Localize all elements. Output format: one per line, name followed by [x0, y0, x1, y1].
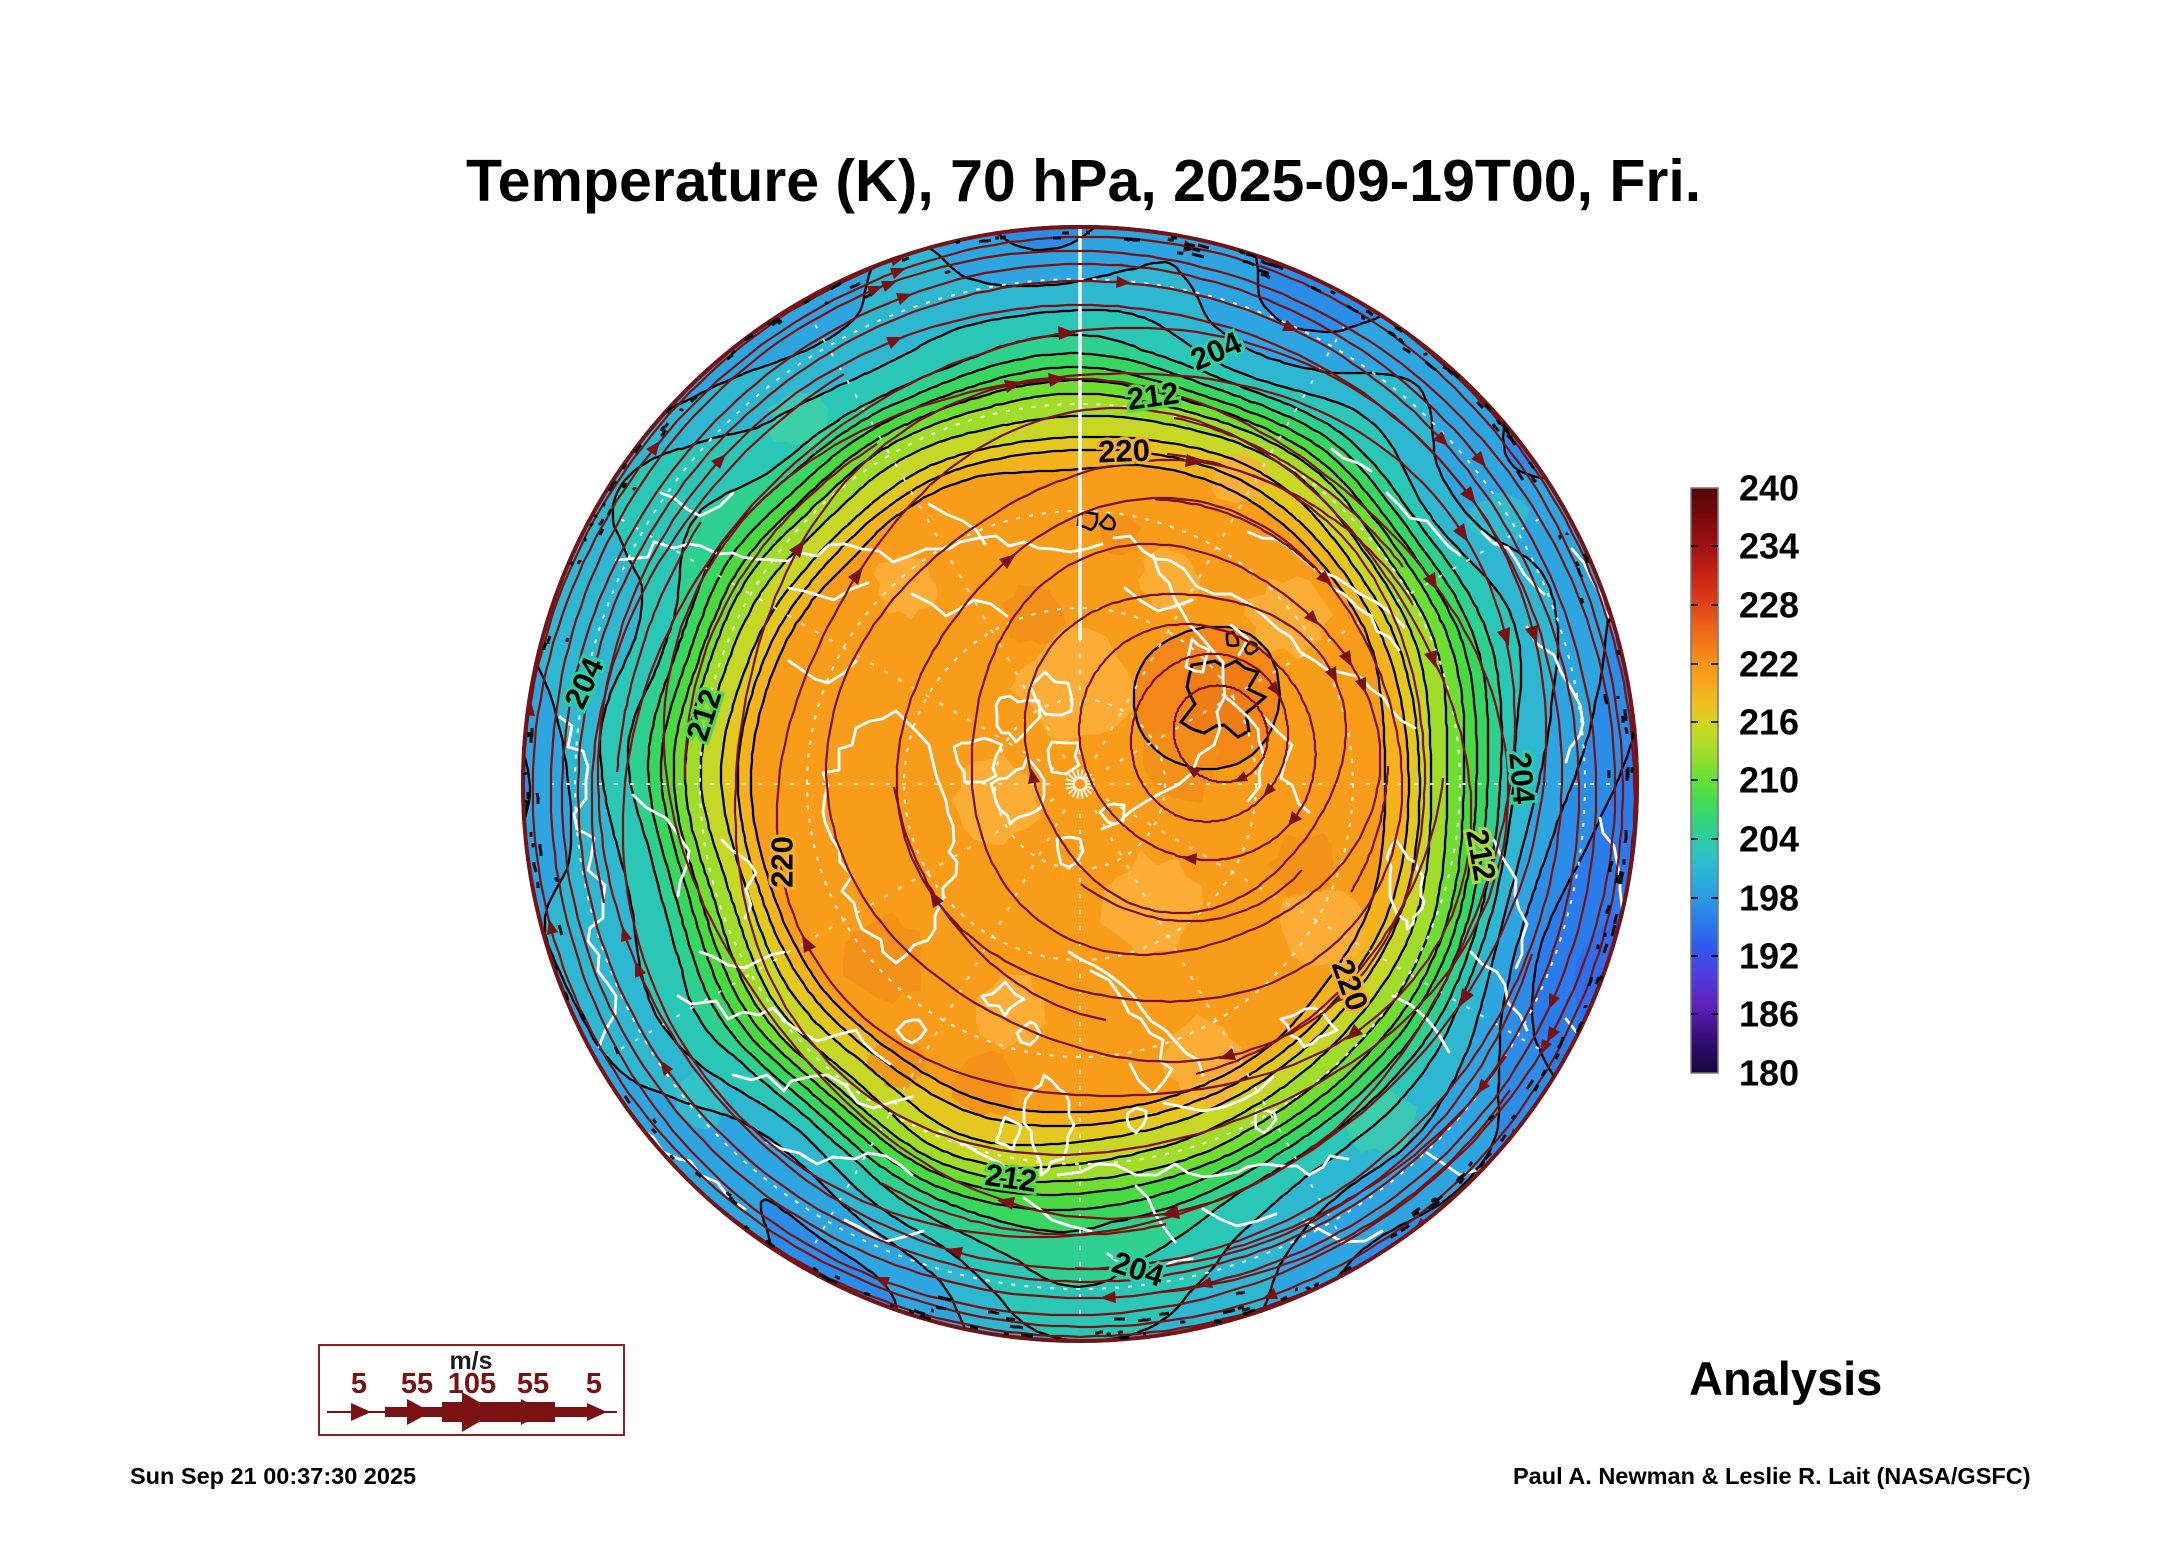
svg-text:240: 240	[1739, 468, 1799, 509]
svg-text:212: 212	[1459, 826, 1502, 883]
svg-text:5: 5	[586, 1368, 602, 1400]
svg-text:192: 192	[1739, 936, 1799, 977]
svg-text:222: 222	[1739, 644, 1799, 685]
svg-text:234: 234	[1739, 526, 1799, 567]
svg-text:Analysis: Analysis	[1689, 1352, 1882, 1405]
svg-text:212: 212	[1125, 375, 1181, 417]
svg-text:55: 55	[401, 1368, 433, 1400]
svg-text:5: 5	[351, 1368, 367, 1400]
svg-text:186: 186	[1739, 994, 1799, 1035]
svg-text:212: 212	[983, 1157, 1039, 1199]
svg-text:220: 220	[765, 836, 800, 888]
svg-text:198: 198	[1739, 878, 1799, 919]
svg-text:210: 210	[1739, 760, 1799, 801]
svg-text:180: 180	[1739, 1053, 1799, 1094]
svg-text:216: 216	[1739, 702, 1799, 743]
svg-text:228: 228	[1739, 585, 1799, 626]
svg-text:Paul A. Newman & Leslie R. Lai: Paul A. Newman & Leslie R. Lait (NASA/GS…	[1513, 1463, 2031, 1489]
svg-text:204: 204	[1739, 819, 1799, 860]
svg-text:m/s: m/s	[449, 1347, 492, 1375]
svg-text:204: 204	[1502, 751, 1541, 806]
svg-text:105: 105	[448, 1368, 496, 1400]
svg-text:220: 220	[1098, 433, 1151, 470]
svg-text:55: 55	[517, 1368, 549, 1400]
svg-text:Sun Sep 21 00:37:30 2025: Sun Sep 21 00:37:30 2025	[130, 1463, 416, 1489]
svg-text:Temperature (K), 70 hPa, 2025-: Temperature (K), 70 hPa, 2025-09-19T00, …	[466, 148, 1701, 214]
